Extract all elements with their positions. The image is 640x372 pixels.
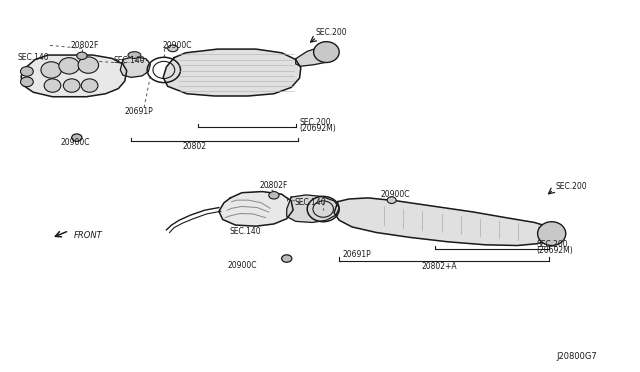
Text: 20691P: 20691P [124, 107, 153, 116]
Ellipse shape [314, 42, 339, 62]
Text: SEC.200: SEC.200 [556, 182, 587, 191]
Text: SEC.140: SEC.140 [229, 227, 260, 236]
Ellipse shape [20, 67, 33, 76]
Text: 20900C: 20900C [381, 190, 410, 199]
Text: 20900C: 20900C [227, 262, 257, 270]
Text: 20802F: 20802F [70, 41, 99, 50]
Ellipse shape [269, 192, 279, 199]
Text: (20692M): (20692M) [536, 246, 573, 255]
Ellipse shape [20, 77, 33, 87]
Text: SEC.140: SEC.140 [114, 56, 145, 65]
Ellipse shape [72, 134, 82, 141]
Polygon shape [219, 192, 293, 226]
Text: 20802F: 20802F [259, 181, 287, 190]
Ellipse shape [168, 45, 178, 52]
Ellipse shape [78, 57, 99, 73]
Polygon shape [334, 198, 554, 246]
Ellipse shape [59, 58, 79, 74]
Ellipse shape [41, 62, 61, 78]
Polygon shape [120, 57, 150, 77]
Text: 20691P: 20691P [342, 250, 371, 259]
Text: 20802: 20802 [182, 142, 206, 151]
Ellipse shape [77, 52, 87, 60]
Ellipse shape [44, 79, 61, 92]
Text: SEC.140: SEC.140 [294, 198, 326, 207]
Ellipse shape [387, 197, 396, 203]
Polygon shape [163, 49, 301, 96]
Text: SEC.200: SEC.200 [536, 240, 568, 249]
Text: SEC.200: SEC.200 [300, 118, 331, 127]
Text: SEC.200: SEC.200 [316, 28, 347, 37]
Text: 20900C: 20900C [61, 138, 90, 147]
Text: (20692M): (20692M) [300, 124, 336, 133]
Text: SEC.140: SEC.140 [18, 53, 49, 62]
Polygon shape [21, 55, 127, 97]
Ellipse shape [128, 52, 141, 58]
Text: 20900C: 20900C [163, 41, 192, 50]
Ellipse shape [81, 79, 98, 92]
Polygon shape [296, 48, 334, 66]
Ellipse shape [63, 79, 80, 92]
Ellipse shape [282, 255, 292, 262]
Polygon shape [287, 195, 339, 222]
Text: 20802+A: 20802+A [421, 262, 457, 271]
Text: J20800G7: J20800G7 [557, 352, 598, 361]
Text: FRONT: FRONT [74, 231, 102, 240]
Ellipse shape [538, 222, 566, 246]
